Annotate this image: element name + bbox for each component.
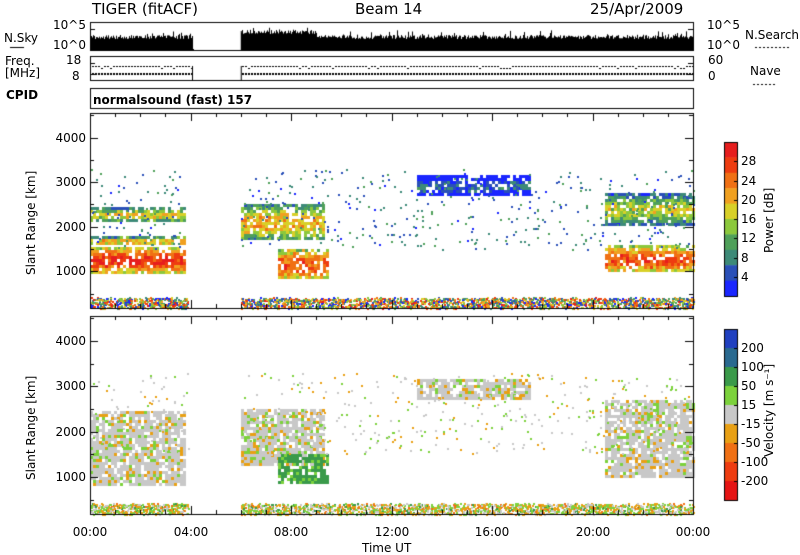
nsky-tick-top: 10^5 bbox=[53, 18, 86, 32]
velocity-colorbar-tick-3: 15 bbox=[741, 398, 757, 412]
power-y-tick-1: 2000 bbox=[55, 220, 86, 234]
radar-title: TIGER (fitACF) bbox=[92, 0, 199, 18]
x-tick-2: 08:00 bbox=[273, 525, 309, 539]
freq-tick-top: 18 bbox=[66, 53, 82, 67]
nsearch-label: N.Search bbox=[745, 28, 800, 42]
power-y-axis-title: Slant Range [km] bbox=[24, 170, 38, 275]
power-colorbar-tick-0: 4 bbox=[741, 270, 749, 284]
x-tick-3: 12:00 bbox=[374, 525, 410, 539]
x-axis-title: Time UT bbox=[362, 541, 412, 555]
date-title: 25/Apr/2009 bbox=[590, 0, 684, 18]
power-colorbar-tick-6: 28 bbox=[741, 154, 757, 168]
beam-title: Beam 14 bbox=[355, 0, 423, 18]
nsky-label: N.Sky bbox=[4, 31, 39, 45]
velocity-colorbar-tick-7: -200 bbox=[741, 474, 769, 488]
velocity-y-tick-3: 4000 bbox=[55, 334, 86, 348]
velocity-colorbar-tick-5: -50 bbox=[741, 436, 761, 450]
velocity-y-tick-2: 3000 bbox=[55, 379, 86, 393]
velocity-colorbar-title: Velocity [m s⁻¹] bbox=[762, 363, 776, 457]
velocity-y-tick-1: 2000 bbox=[55, 425, 86, 439]
power-y-tick-3: 4000 bbox=[55, 131, 86, 145]
power-colorbar-tick-5: 24 bbox=[741, 174, 757, 188]
x-tick-4: 16:00 bbox=[474, 525, 510, 539]
power-y-tick-0: 1000 bbox=[55, 264, 86, 278]
power-colorbar-tick-1: 8 bbox=[741, 251, 749, 265]
nsky-tick-bottom: 10^0 bbox=[53, 38, 86, 52]
freq-tick-bottom: 8 bbox=[72, 69, 80, 83]
cpid-text: normalsound (fast) 157 bbox=[93, 93, 253, 107]
x-tick-0: 00:00 bbox=[72, 525, 108, 539]
nave-tick-top: 60 bbox=[708, 53, 724, 67]
velocity-colorbar-tick-0: 200 bbox=[741, 341, 764, 355]
velocity-y-tick-0: 1000 bbox=[55, 470, 86, 484]
nsearch-tick-bottom: 10^0 bbox=[707, 38, 740, 52]
velocity-colorbar-tick-2: 50 bbox=[741, 379, 757, 393]
x-tick-1: 04:00 bbox=[173, 525, 209, 539]
nave-label: Nave bbox=[750, 64, 781, 78]
power-colorbar-tick-3: 16 bbox=[741, 212, 757, 226]
velocity-y-axis-title: Slant Range [km] bbox=[24, 375, 38, 480]
velocity-colorbar-tick-1: 100 bbox=[741, 360, 764, 374]
power-colorbar-title: Power [dB] bbox=[762, 187, 776, 253]
nsearch-tick-top: 10^5 bbox=[707, 18, 740, 32]
freq-label: Freq. bbox=[5, 54, 35, 68]
power-colorbar-tick-2: 12 bbox=[741, 231, 757, 245]
velocity-colorbar-tick-4: -15 bbox=[741, 417, 761, 431]
freq-unit-label: [MHz] bbox=[5, 66, 41, 80]
x-tick-6: 00:00 bbox=[675, 525, 711, 539]
cpid-label: CPID bbox=[6, 88, 39, 102]
power-colorbar-tick-4: 20 bbox=[741, 193, 757, 207]
nave-tick-bottom: 0 bbox=[708, 69, 716, 83]
x-tick-5: 20:00 bbox=[575, 525, 611, 539]
velocity-colorbar-tick-6: -100 bbox=[741, 455, 769, 469]
power-y-tick-2: 3000 bbox=[55, 175, 86, 189]
